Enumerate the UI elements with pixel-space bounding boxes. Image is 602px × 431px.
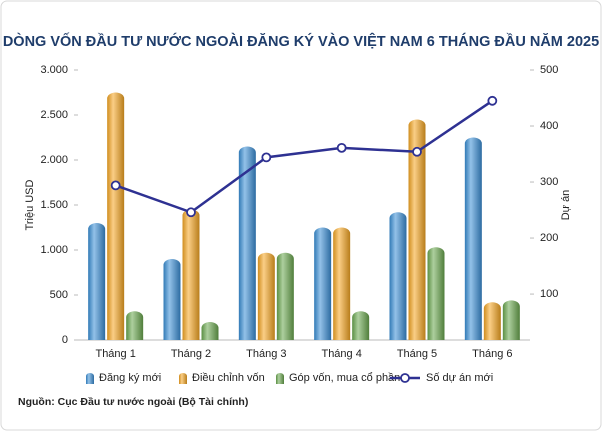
line-series [115, 99, 494, 214]
y2-tick-label: 100 [540, 288, 558, 300]
y-tick-label: 500 [50, 289, 68, 301]
x-tick-label: Tháng 4 [321, 348, 361, 360]
line-point [412, 146, 422, 157]
bar [389, 212, 407, 340]
x-tick-label: Tháng 6 [472, 348, 512, 360]
bar [182, 209, 200, 340]
bar [464, 137, 482, 340]
y-tick-label: 1.500 [40, 199, 68, 211]
line-point [487, 95, 498, 106]
chart-title: DÒNG VỐN ĐẦU TƯ NƯỚC NGOÀI ĐĂNG KÝ VÀO V… [3, 32, 599, 50]
bar [126, 311, 144, 340]
source-note: Nguồn: Cục Đầu tư nước ngoài (Bộ Tài chí… [18, 396, 248, 408]
bar [257, 252, 275, 340]
bar [276, 252, 294, 340]
bar [201, 322, 219, 340]
legend-label: Góp vốn, mua cổ phần [289, 372, 400, 384]
y-tick-label: 2.500 [40, 109, 68, 121]
legend-marker [86, 373, 94, 384]
bar [333, 227, 351, 340]
x-tick-label: Tháng 2 [171, 348, 211, 360]
legend-label: Số dự án mới [426, 372, 493, 384]
legend-label: Đăng ký mới [99, 372, 161, 384]
line-point [261, 152, 272, 163]
bar [427, 247, 445, 340]
y2-tick-label: 200 [540, 232, 558, 244]
y-axis-label: Triệu USD [24, 179, 36, 230]
y2-tick-label: 400 [540, 120, 558, 132]
y2-axis-label: Dự án [560, 190, 572, 221]
legend-marker [276, 373, 284, 384]
bar [107, 92, 125, 341]
bar [238, 146, 256, 340]
bar [502, 300, 520, 340]
bar [483, 302, 501, 340]
legend-marker [400, 373, 410, 383]
line-point [336, 142, 347, 153]
line-point [186, 207, 196, 218]
bar [408, 119, 426, 341]
y2-tick-label: 300 [540, 176, 558, 188]
bar [314, 227, 332, 340]
y-tick-label: 1.000 [40, 244, 68, 256]
bar [163, 259, 181, 340]
x-tick-label: Tháng 1 [95, 348, 135, 360]
legend-marker [179, 373, 187, 384]
line-point [110, 180, 121, 191]
legend-label: Điều chỉnh vốn [192, 372, 265, 384]
y-tick-label: 0 [62, 334, 68, 346]
y-tick-label: 3.000 [40, 64, 68, 76]
y2-tick-label: 500 [540, 64, 558, 76]
bar [352, 311, 370, 340]
x-tick-label: Tháng 3 [246, 348, 286, 360]
x-tick-label: Tháng 5 [397, 348, 437, 360]
y-tick-label: 2.000 [40, 154, 68, 166]
bar [88, 223, 106, 340]
